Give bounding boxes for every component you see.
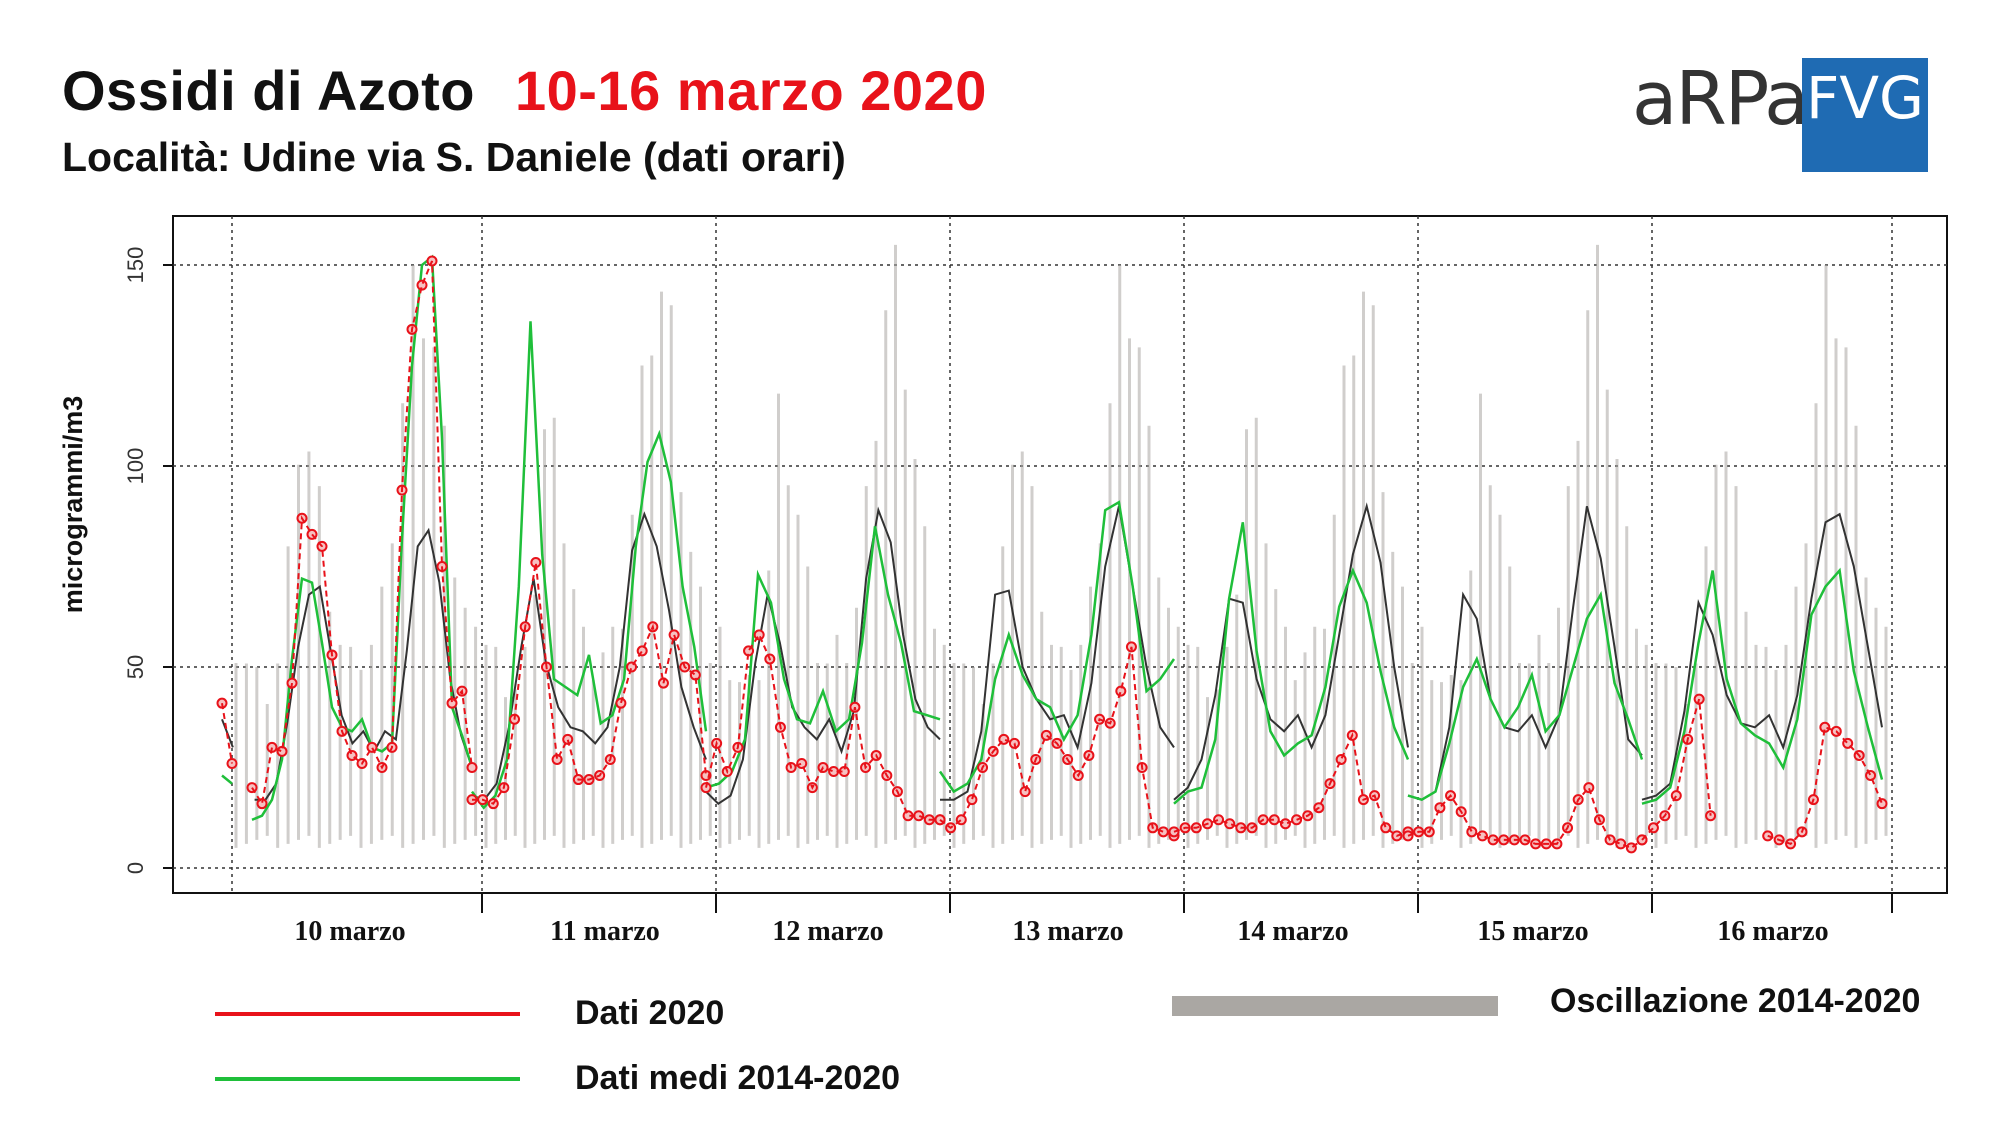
data-point — [1157, 826, 1169, 838]
range-band-group — [234, 244, 1888, 848]
y-tick-label: 50 — [123, 655, 148, 679]
data-point — [966, 794, 978, 806]
data-point — [1876, 798, 1888, 810]
data-point — [1279, 818, 1291, 830]
series-line — [1641, 512, 1883, 801]
data-point — [1466, 826, 1478, 838]
x-day-label: 14 marzo — [1237, 916, 1348, 947]
chart-subtitle: Località: Udine via S. Daniele (dati ora… — [62, 134, 846, 180]
x-day-label: 10 marzo — [294, 916, 405, 947]
logo-box: FVG — [1802, 58, 1928, 172]
title-main: Ossidi di Azoto — [62, 59, 475, 122]
chart-title: Ossidi di Azoto 10-16 marzo 2020 — [62, 58, 987, 123]
series-line — [251, 254, 474, 821]
series-line — [705, 506, 941, 805]
series-line — [1767, 725, 1883, 846]
x-day-label: 15 marzo — [1477, 916, 1588, 947]
legend-gray-label: Oscillazione 2014-2020 — [1550, 982, 1921, 1020]
series-line — [1641, 698, 1712, 841]
data-point — [366, 741, 378, 753]
data-point — [1583, 782, 1595, 794]
series-line — [705, 526, 941, 789]
series-line — [1173, 522, 1410, 805]
series-line — [221, 774, 233, 785]
series-dati-2020 — [216, 255, 1888, 854]
y-tick-label: 0 — [123, 862, 148, 874]
data-point — [1476, 830, 1488, 842]
legend-green-line — [215, 1077, 520, 1081]
data-point — [1335, 753, 1347, 765]
x-day-label: 11 marzo — [550, 916, 660, 947]
legend-gray-band — [1172, 996, 1498, 1016]
data-point — [1402, 830, 1414, 842]
series-line — [472, 562, 707, 805]
data-point — [1380, 822, 1392, 834]
data-point — [562, 733, 574, 745]
logo-arpa-text: aRPa — [1632, 56, 1809, 142]
legend-green-label: Dati medi 2014-2020 — [575, 1059, 901, 1097]
series-line — [251, 260, 473, 807]
title-dates: 10-16 marzo 2020 — [514, 59, 987, 122]
data-point — [1213, 814, 1225, 826]
series-line — [939, 646, 1175, 837]
legend-red-line — [215, 1012, 520, 1016]
y-tick-label: 150 — [123, 247, 148, 284]
y-tick-label: 100 — [123, 448, 148, 485]
series-line — [1407, 505, 1643, 801]
data-point — [796, 757, 808, 769]
data-point — [1115, 685, 1127, 697]
legend-red-label: Dati 2020 — [575, 994, 725, 1032]
data-point — [913, 810, 925, 822]
series-line — [1641, 567, 1884, 805]
series-line — [1173, 731, 1409, 837]
data-point — [1865, 770, 1877, 782]
series-line — [1407, 785, 1643, 850]
x-day-label: 16 marzo — [1717, 916, 1828, 947]
y-axis-label: microgrammi/m3 — [58, 396, 88, 614]
data-point — [1705, 810, 1717, 822]
data-point — [1670, 790, 1682, 802]
series-line — [705, 632, 940, 821]
data-point — [1168, 826, 1180, 838]
series-line — [1407, 590, 1644, 802]
data-point — [466, 762, 478, 773]
x-day-label: 12 marzo — [772, 916, 883, 947]
data-point — [1615, 838, 1627, 850]
series-line — [221, 703, 233, 764]
arpa-fvg-logo: aRPa FVG — [1620, 56, 1928, 172]
data-point — [668, 629, 680, 641]
series-line — [470, 321, 708, 810]
series-line — [1173, 502, 1409, 801]
data-point — [1224, 818, 1236, 830]
data-point — [1008, 737, 1020, 749]
logo-fvg-text: FVG — [1806, 64, 1924, 132]
x-day-label: 13 marzo — [1012, 916, 1123, 947]
